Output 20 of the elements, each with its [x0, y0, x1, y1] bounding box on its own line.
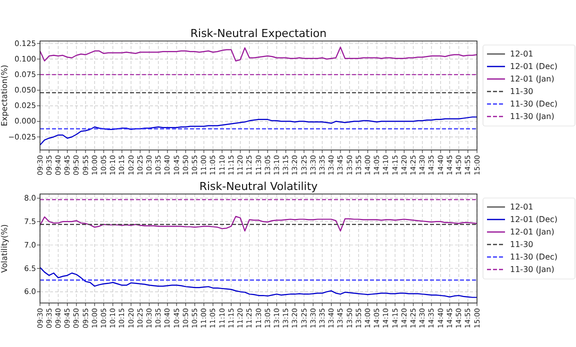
legend-label: 11-30 (Jan) — [510, 112, 554, 122]
legend-label: 12-01 — [510, 202, 534, 212]
y-axis-title: Volatility(%) — [0, 224, 9, 273]
line-series — [39, 46, 478, 62]
y-axis-title: Expectation(%) — [0, 64, 9, 126]
line-series — [39, 266, 478, 298]
chart-title: Risk-Neutral Expectation — [190, 27, 327, 40]
legend-label: 11-30 (Jan) — [510, 265, 554, 274]
legend-label: 12-01 (Jan) — [510, 228, 554, 237]
line-series — [39, 116, 478, 146]
legend-label: 12-01 (Dec) — [510, 62, 558, 72]
line-series — [39, 216, 478, 232]
legend-label: 12-01 — [510, 50, 534, 59]
legend-label: 11-30 — [510, 87, 534, 96]
chart-title: Risk-Neutral Volatility — [199, 180, 318, 193]
legend-label: 11-30 (Dec) — [510, 252, 558, 262]
legend-label: 12-01 (Dec) — [510, 215, 558, 224]
legend-label: 11-30 (Dec) — [510, 100, 558, 109]
legend-label: 11-30 — [510, 240, 534, 250]
legend-label: 12-01 (Jan) — [510, 74, 554, 84]
